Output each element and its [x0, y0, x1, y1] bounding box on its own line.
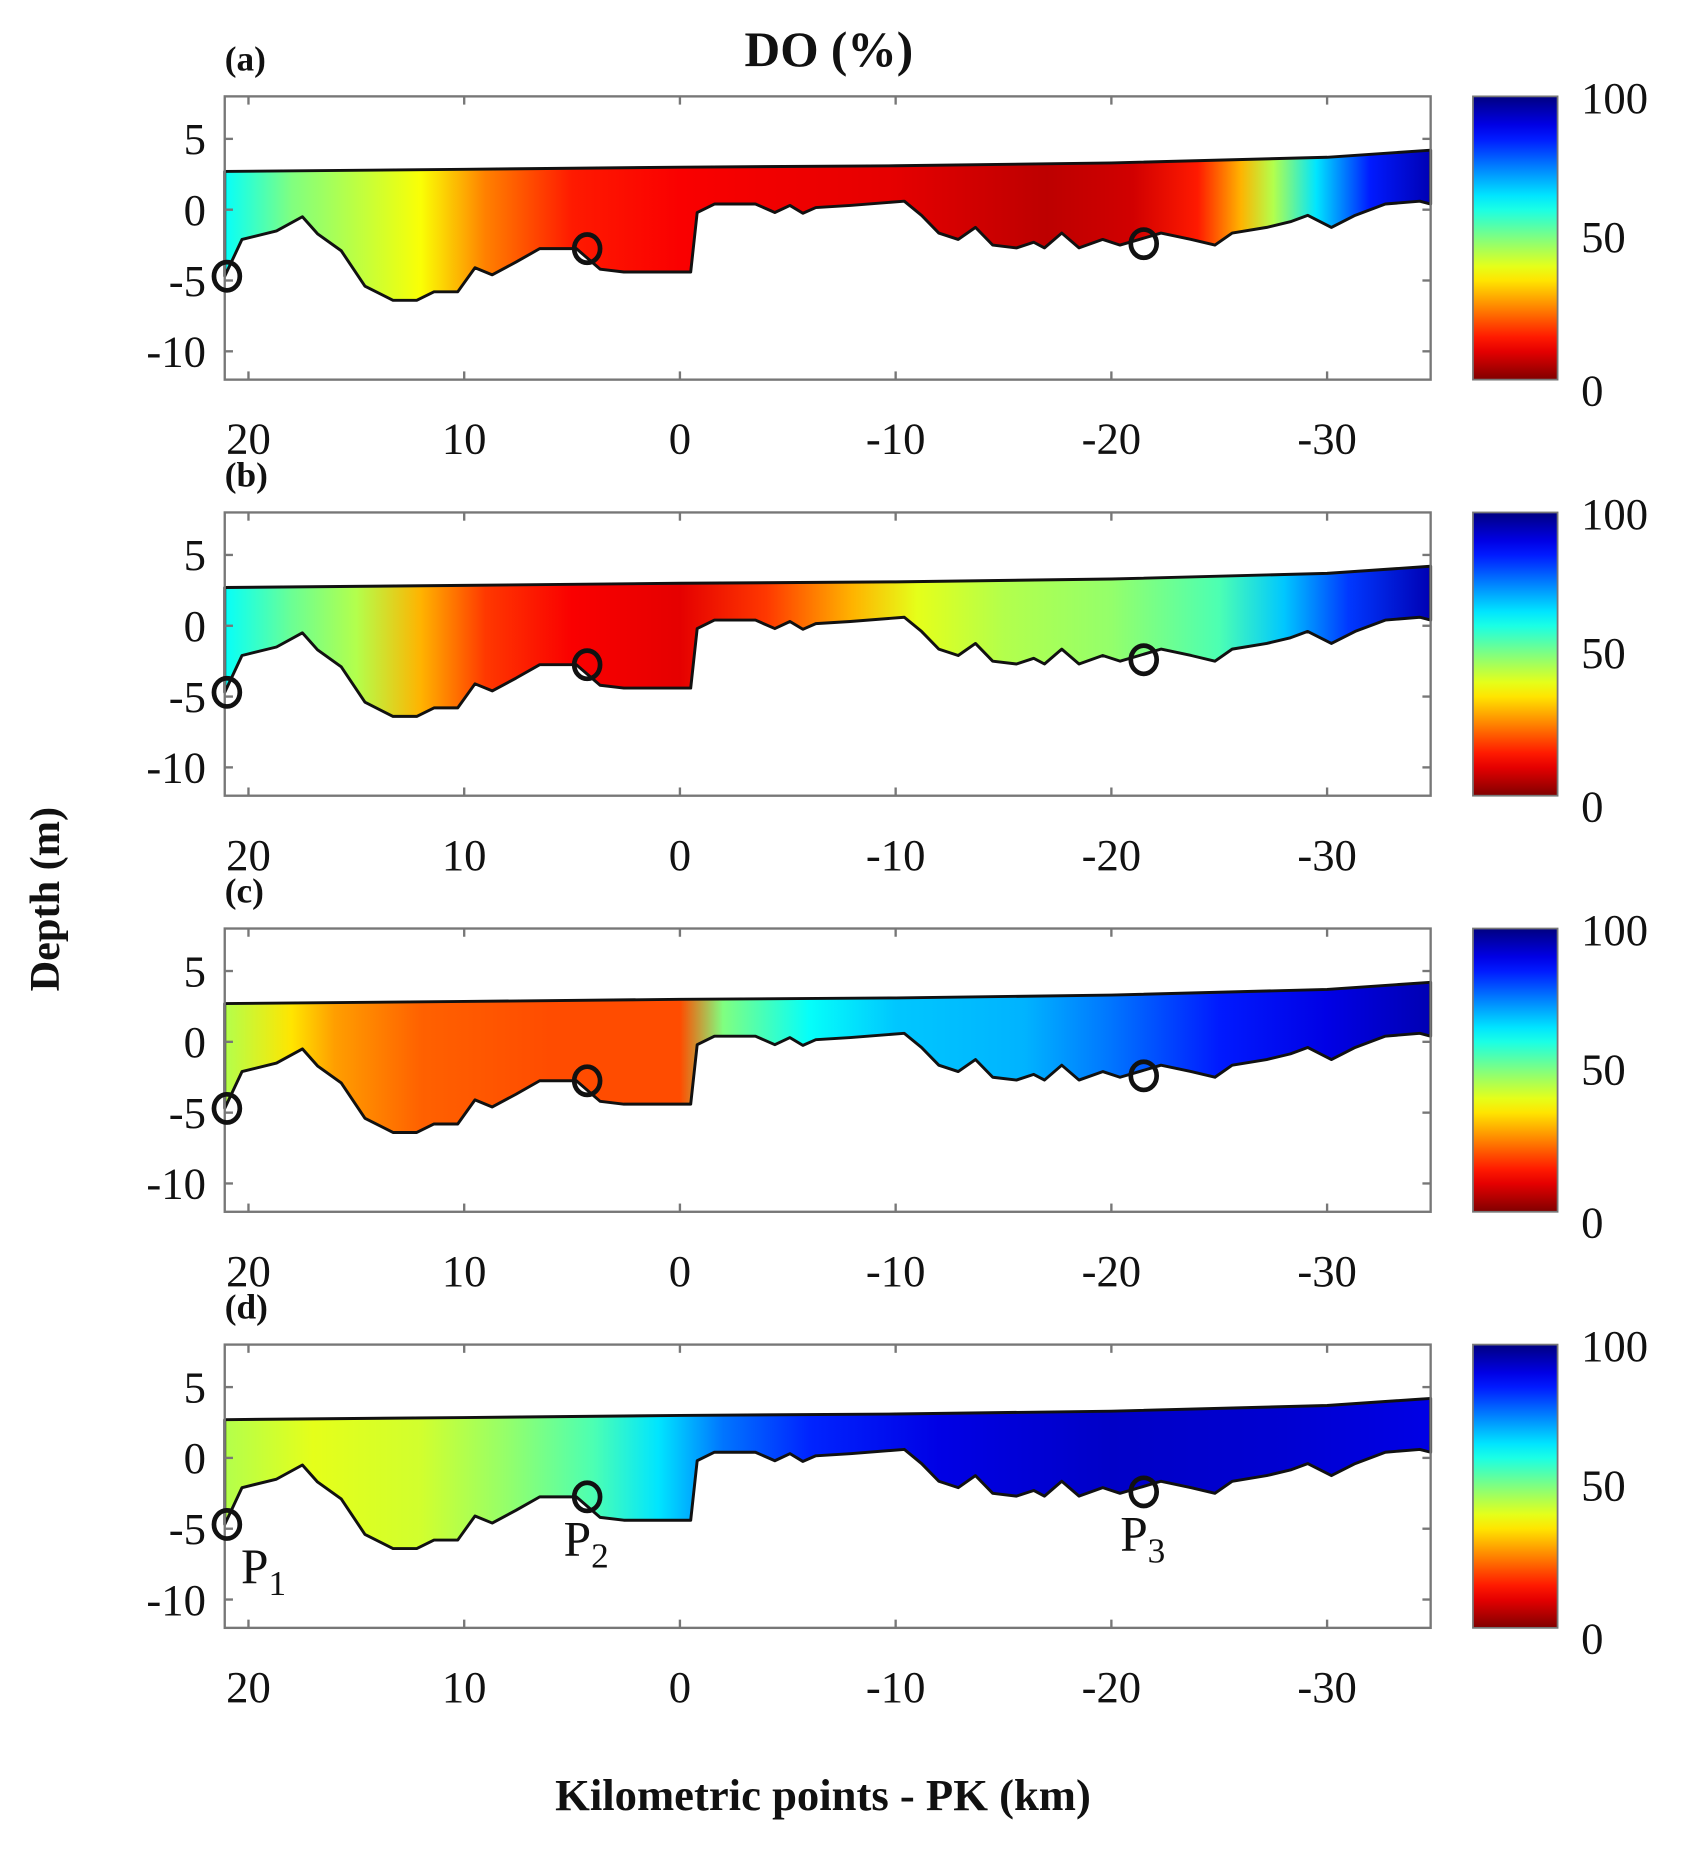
x-tick-label: 0	[669, 1246, 691, 1296]
station-marker-p3	[1128, 227, 1160, 261]
colorbar-tick-label: 50	[1581, 1044, 1626, 1094]
x-tick-label: -10	[866, 414, 926, 464]
y-tick-label: -10	[146, 743, 206, 793]
x-tick-label: 20	[226, 414, 271, 464]
x-tick-label: -20	[1082, 1246, 1142, 1296]
colorbar-tick-label: 100	[1581, 73, 1648, 123]
station-marker-p3	[1128, 1475, 1160, 1509]
x-tick-label: 20	[226, 1246, 271, 1296]
x-tick-label: 20	[226, 1662, 271, 1712]
axes-frame	[223, 511, 1432, 797]
station-marker-p2	[571, 232, 603, 266]
colorbar-tick-label: 100	[1581, 489, 1648, 539]
x-tick-label: -20	[1082, 1662, 1142, 1712]
x-tick-label: -30	[1297, 830, 1357, 880]
x-tick-label: 10	[442, 414, 487, 464]
y-tick-label: -5	[169, 1088, 206, 1138]
colorbar-tick-label: 50	[1581, 212, 1626, 262]
panel-label: (b)	[225, 456, 268, 495]
panel-label: (c)	[225, 872, 264, 911]
y-tick-label: -5	[169, 256, 206, 306]
y-tick-label: 5	[184, 530, 206, 580]
x-axis-label: Kilometric points - PK (km)	[555, 1770, 1091, 1820]
station-label-subscript: 3	[1148, 1531, 1166, 1570]
x-tick-label: -30	[1297, 1662, 1357, 1712]
x-tick-label: -10	[866, 1662, 926, 1712]
station-marker-p1	[211, 675, 243, 709]
panel-label: (d)	[225, 1288, 268, 1327]
x-tick-label: -30	[1297, 414, 1357, 464]
station-marker-p3	[1128, 1059, 1160, 1093]
do-section-area	[223, 148, 1433, 302]
y-tick-label: -10	[146, 1575, 206, 1625]
do-section-area	[223, 980, 1433, 1134]
x-tick-label: -20	[1082, 414, 1142, 464]
colorbar-tick-label: 50	[1581, 1460, 1626, 1510]
colorbar-tick-label: 0	[1581, 1614, 1603, 1664]
colorbar	[1472, 927, 1559, 1213]
y-tick-label: 0	[184, 185, 206, 235]
x-tick-label: 0	[669, 414, 691, 464]
station-marker-p1	[211, 1091, 243, 1125]
axes-frame	[223, 95, 1432, 381]
axes-frame	[223, 927, 1432, 1213]
do-section-area	[223, 564, 1433, 718]
colorbar-tick-label: 100	[1581, 905, 1648, 955]
colorbar-tick-label: 50	[1581, 628, 1626, 678]
y-tick-label: 0	[184, 601, 206, 651]
x-tick-label: 20	[226, 830, 271, 880]
station-marker-p2	[571, 1064, 603, 1098]
y-axis-label: Depth (m)	[22, 807, 69, 991]
colorbar	[1472, 511, 1559, 797]
station-marker-p2	[571, 648, 603, 682]
colorbar-tick-label: 100	[1581, 1321, 1648, 1371]
axes-frame	[223, 1343, 1432, 1630]
colorbar-tick-label: 0	[1581, 1198, 1603, 1248]
x-tick-label: 10	[442, 1662, 487, 1712]
colorbar	[1472, 95, 1559, 381]
x-tick-label: -30	[1297, 1246, 1357, 1296]
x-tick-label: 0	[669, 1662, 691, 1712]
y-tick-label: 5	[184, 114, 206, 164]
y-tick-label: -10	[146, 327, 206, 377]
y-tick-label: 5	[184, 946, 206, 996]
do-section-area	[223, 1396, 1433, 1551]
station-marker-p1	[211, 1508, 243, 1541]
station-marker-p3	[1128, 643, 1160, 677]
x-tick-label: -10	[866, 1246, 926, 1296]
x-tick-label: -10	[866, 830, 926, 880]
panel-label: (a)	[225, 40, 266, 79]
y-tick-label: 0	[184, 1017, 206, 1067]
y-tick-label: -5	[169, 672, 206, 722]
x-tick-label: -20	[1082, 830, 1142, 880]
station-label-subscript: 2	[591, 1536, 609, 1575]
x-tick-label: 10	[442, 830, 487, 880]
y-tick-label: 5	[184, 1362, 206, 1412]
colorbar-tick-label: 0	[1581, 365, 1603, 415]
y-tick-label: -10	[146, 1159, 206, 1209]
y-tick-label: 0	[184, 1433, 206, 1483]
station-marker-p1	[211, 259, 243, 293]
x-tick-label: 0	[669, 830, 691, 880]
station-marker-p2	[571, 1480, 603, 1514]
colorbar-tick-label: 0	[1581, 782, 1603, 832]
x-tick-label: 10	[442, 1246, 487, 1296]
station-label-subscript: 1	[268, 1564, 286, 1603]
y-tick-label: -5	[169, 1504, 206, 1554]
colorbar	[1472, 1343, 1559, 1629]
chart-title: DO (%)	[745, 22, 914, 77]
